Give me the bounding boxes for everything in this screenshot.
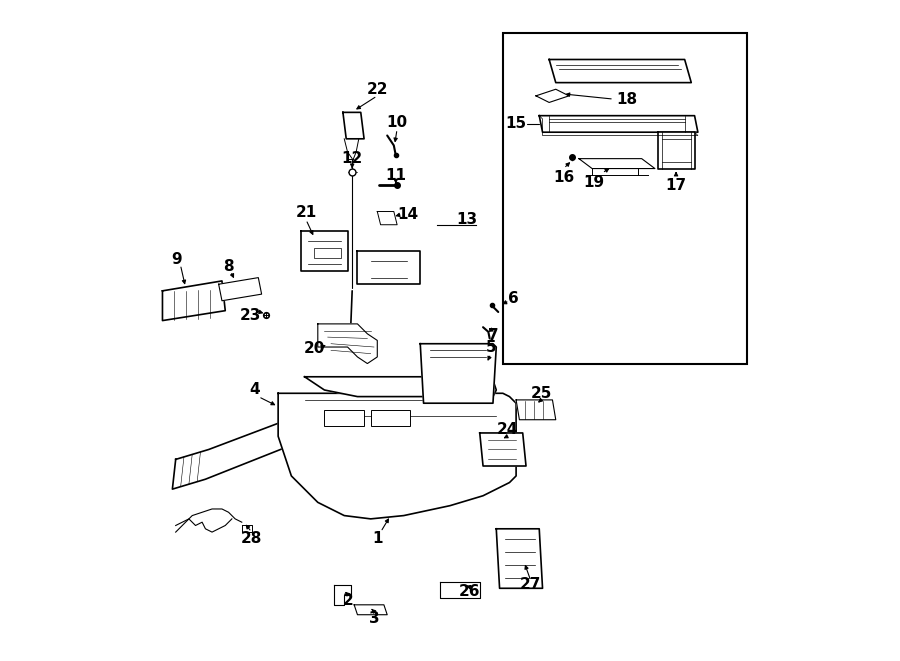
- Polygon shape: [343, 112, 364, 139]
- Text: 6: 6: [508, 292, 518, 306]
- Polygon shape: [219, 278, 262, 301]
- Bar: [324, 410, 365, 426]
- Polygon shape: [420, 344, 496, 403]
- Text: 1: 1: [372, 531, 382, 546]
- Text: 15: 15: [506, 116, 526, 131]
- Text: 11: 11: [385, 168, 406, 182]
- Polygon shape: [536, 89, 569, 102]
- Text: 8: 8: [223, 259, 234, 274]
- Text: 27: 27: [520, 578, 541, 592]
- Text: 14: 14: [397, 207, 418, 221]
- Polygon shape: [516, 400, 556, 420]
- Text: 26: 26: [459, 584, 481, 599]
- Polygon shape: [377, 212, 397, 225]
- Text: 7: 7: [488, 329, 499, 343]
- Bar: [503, 33, 747, 364]
- Text: 18: 18: [616, 92, 638, 106]
- Polygon shape: [658, 132, 695, 169]
- Polygon shape: [496, 529, 543, 588]
- Text: 20: 20: [304, 341, 325, 356]
- Text: 12: 12: [341, 151, 363, 166]
- Text: 25: 25: [530, 386, 552, 401]
- Polygon shape: [440, 582, 480, 598]
- Polygon shape: [480, 433, 526, 466]
- Polygon shape: [539, 116, 698, 132]
- Polygon shape: [334, 585, 351, 605]
- Polygon shape: [163, 281, 225, 321]
- Polygon shape: [278, 393, 516, 519]
- Polygon shape: [318, 324, 377, 364]
- Text: 4: 4: [249, 383, 260, 397]
- Text: 16: 16: [554, 170, 574, 184]
- Text: 21: 21: [295, 206, 317, 220]
- Polygon shape: [173, 383, 404, 489]
- Polygon shape: [579, 159, 655, 169]
- Text: 9: 9: [172, 253, 183, 267]
- Text: 3: 3: [369, 611, 379, 625]
- Text: 22: 22: [366, 82, 388, 97]
- Text: 19: 19: [583, 175, 605, 190]
- Polygon shape: [357, 251, 420, 284]
- Polygon shape: [302, 231, 347, 271]
- Bar: [371, 410, 410, 426]
- Polygon shape: [549, 59, 691, 83]
- Text: 24: 24: [497, 422, 518, 437]
- Polygon shape: [355, 605, 387, 615]
- Text: 17: 17: [665, 178, 687, 192]
- Bar: [314, 248, 341, 258]
- Polygon shape: [304, 377, 496, 397]
- Text: 13: 13: [456, 212, 477, 227]
- Text: 23: 23: [239, 309, 261, 323]
- Text: 2: 2: [343, 593, 354, 607]
- Text: 5: 5: [486, 340, 496, 354]
- Text: 10: 10: [387, 115, 408, 130]
- Text: 28: 28: [241, 531, 263, 546]
